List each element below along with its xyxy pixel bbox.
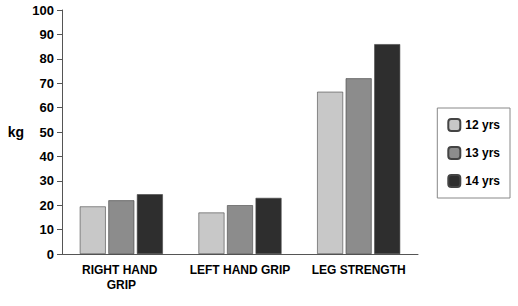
svg-text:30: 30 (40, 173, 54, 188)
svg-text:LEG STRENGTH: LEG STRENGTH (312, 263, 406, 277)
svg-text:90: 90 (40, 27, 54, 42)
svg-text:50: 50 (40, 125, 54, 140)
svg-text:14 yrs: 14 yrs (465, 174, 500, 188)
svg-text:RIGHT HAND: RIGHT HAND (82, 263, 161, 277)
svg-text:40: 40 (40, 149, 54, 164)
svg-text:GRIP: GRIP (107, 278, 136, 292)
svg-text:20: 20 (40, 198, 54, 213)
svg-text:80: 80 (40, 51, 54, 66)
svg-text:70: 70 (40, 76, 54, 91)
svg-text:10: 10 (40, 222, 54, 237)
svg-text:100: 100 (32, 3, 54, 18)
svg-text:LEFT HAND GRIP: LEFT HAND GRIP (190, 263, 291, 277)
svg-text:12 yrs: 12 yrs (465, 118, 500, 132)
svg-text:13 yrs: 13 yrs (465, 146, 500, 160)
svg-text:0: 0 (47, 247, 54, 262)
svg-text:60: 60 (40, 100, 54, 115)
svg-text:kg: kg (8, 124, 24, 140)
